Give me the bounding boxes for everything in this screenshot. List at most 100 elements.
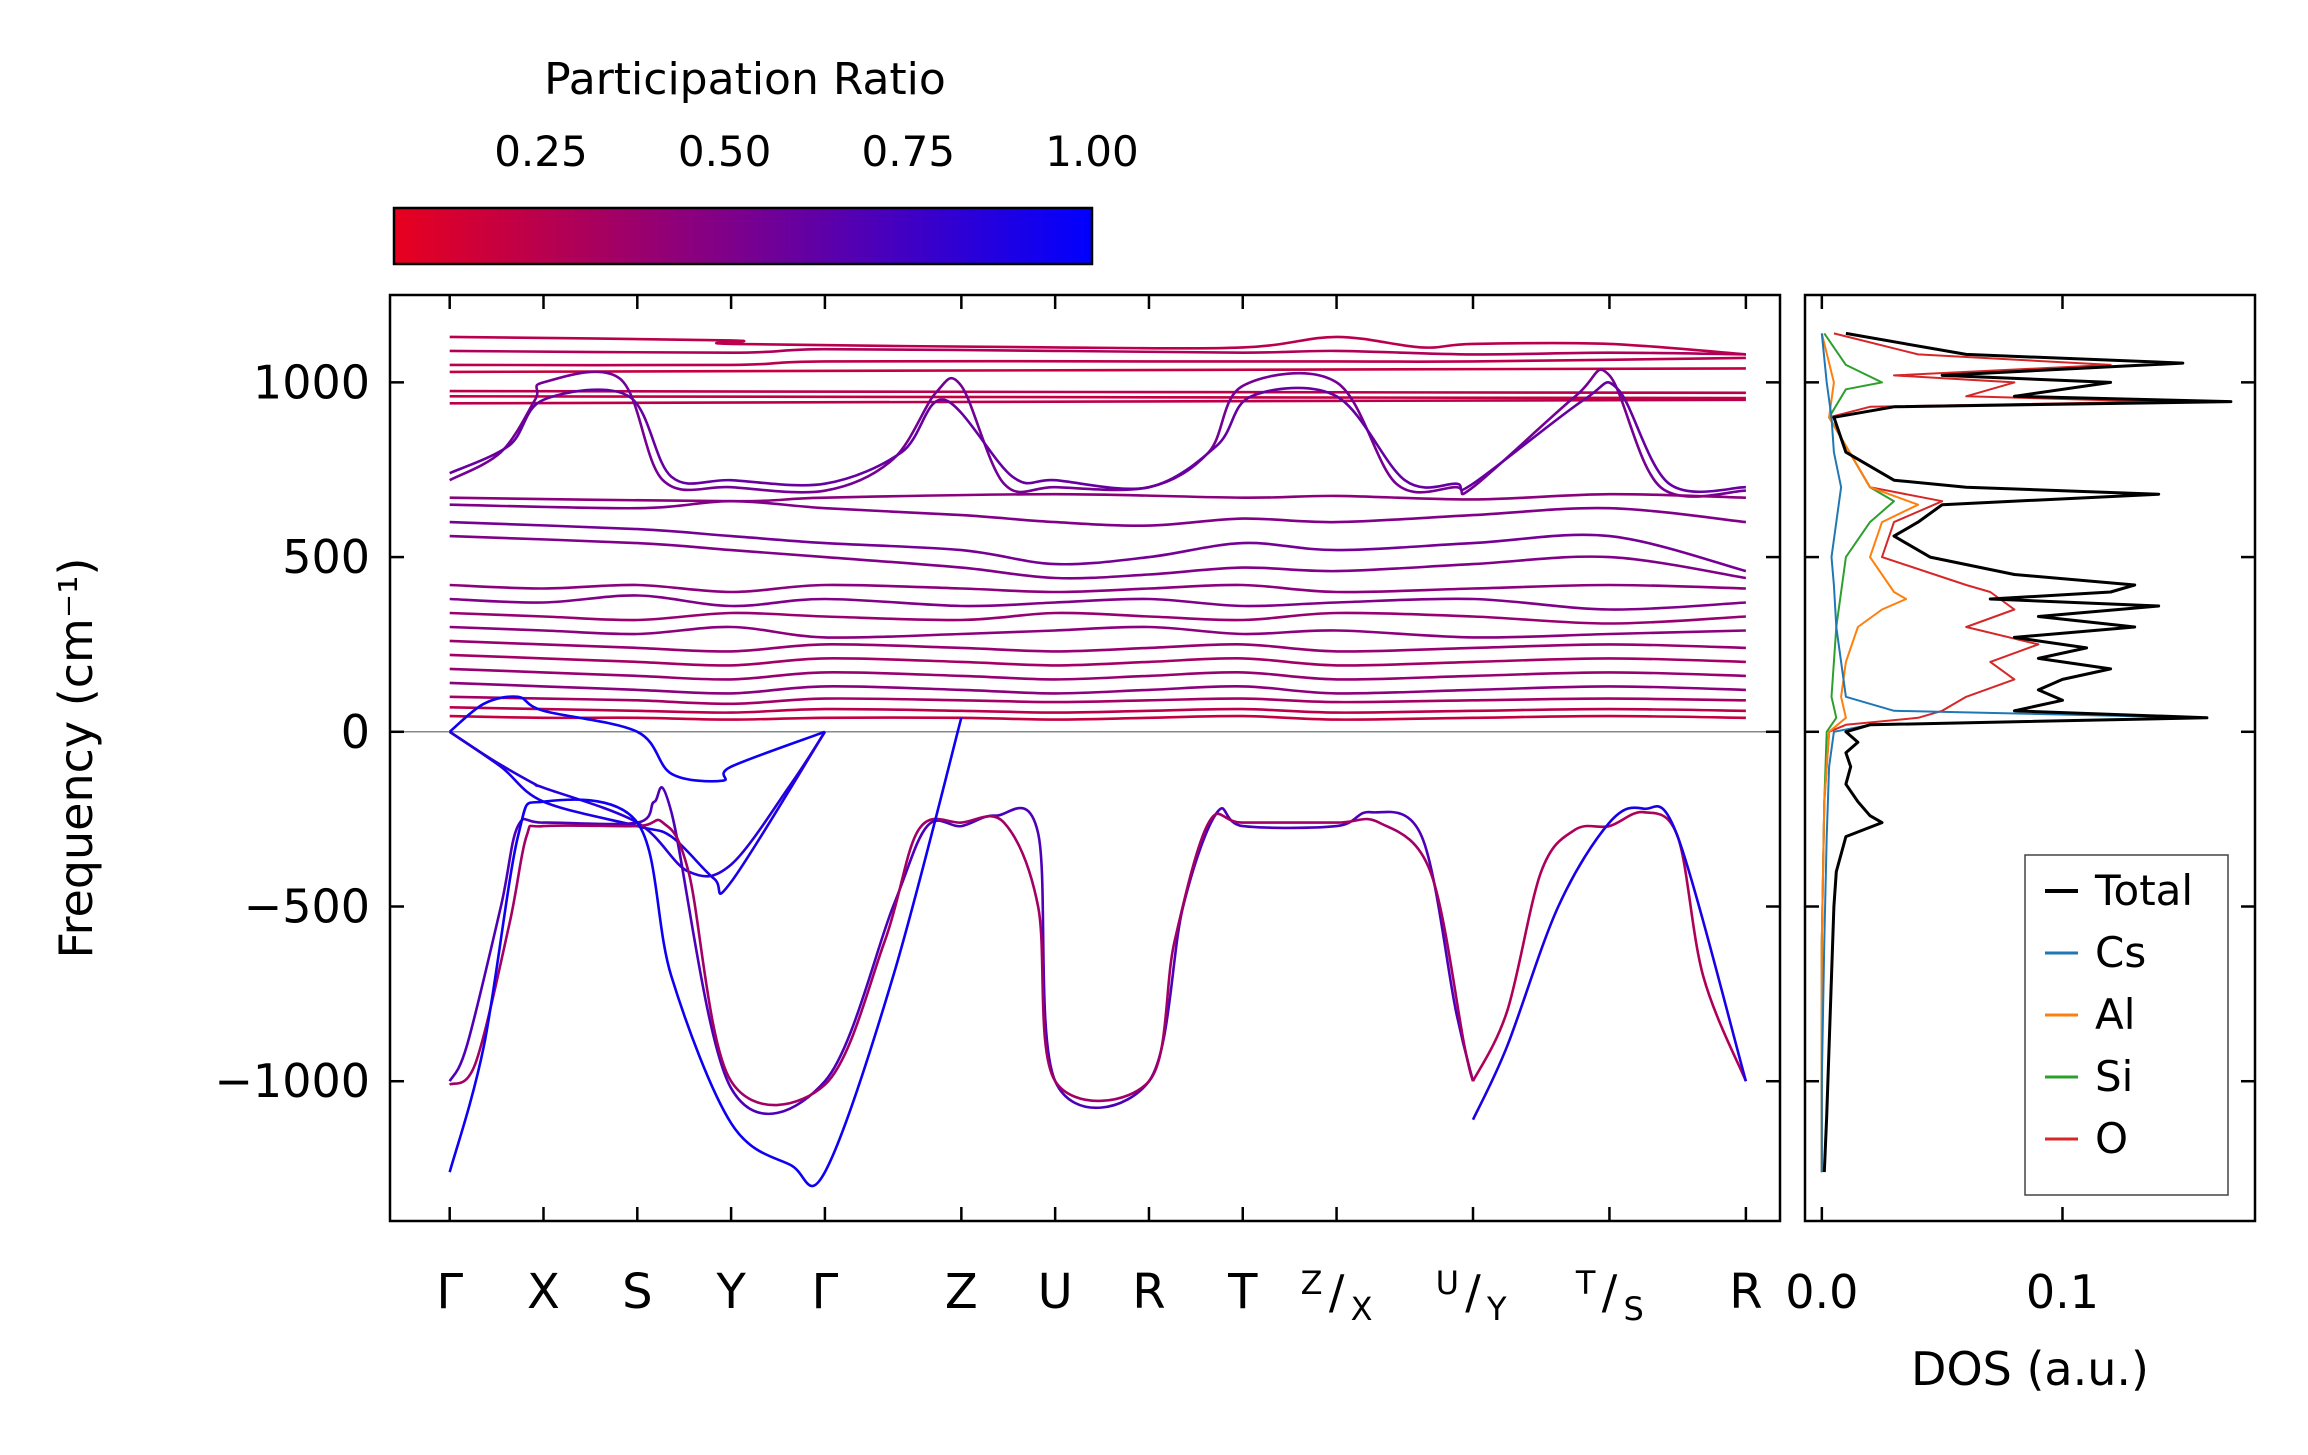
legend-label-total: Total <box>2094 866 2193 915</box>
band-top-band-5 <box>449 389 1746 395</box>
x-tick-label: Y <box>715 1264 746 1320</box>
x-tick-label: T <box>1227 1264 1258 1320</box>
band-y-axis-label: Frequency (cm⁻¹) <box>49 558 103 959</box>
band-mid-band-1 <box>449 492 1746 503</box>
band-acoustic-1 <box>448 730 827 895</box>
y-tick-label: −500 <box>244 880 370 934</box>
band-low-band-4 <box>449 625 1746 639</box>
legend-entries: Total Cs Al Si O <box>2045 866 2193 1163</box>
band-mid-band-2 <box>449 499 1747 527</box>
legend-label-cs: Cs <box>2095 928 2146 977</box>
x-tick-label: U / Y <box>1436 1264 1507 1328</box>
dos-curve-cs <box>1820 333 2208 1173</box>
dos-curve-total <box>1822 331 2233 1173</box>
band-top-band-6 <box>449 395 1746 400</box>
x-tick-label-text: R <box>1132 1264 1165 1320</box>
band-soft-2 <box>448 812 1475 1107</box>
x-tick-label-bottom: S <box>1623 1290 1643 1328</box>
legend-label-si: Si <box>2095 1052 2133 1101</box>
x-tick-label-text: T <box>1227 1264 1258 1320</box>
dos-legend: Total Cs Al Si O <box>2024 854 2229 1196</box>
colorbar-label: Participation Ratio <box>544 54 946 105</box>
dos-curve-si <box>1820 332 1895 1173</box>
x-tick-label: S <box>622 1264 652 1320</box>
legend-label-al: Al <box>2095 990 2135 1039</box>
dos-panel: 0.0 0.1 DOS (a.u.) Total Cs Al Si O <box>1785 293 2257 1396</box>
dos-curves <box>1820 331 2233 1173</box>
x-tick-label: X <box>527 1264 560 1320</box>
band-plot-frame <box>388 293 1782 1223</box>
band-acoustic-2 <box>448 730 826 878</box>
x-tick-label-text: Z <box>945 1264 978 1320</box>
x-tick-label-text: R <box>1729 1264 1762 1320</box>
band-acoustic-3 <box>448 695 826 783</box>
band-top-band-4 <box>449 367 1746 374</box>
dos-curve-o <box>1820 332 2160 1173</box>
dos-x-tick-label: 0.1 <box>2026 1265 2099 1319</box>
x-tick-label: Z <box>945 1264 978 1320</box>
band-top-band-7 <box>449 398 1746 405</box>
band-low-band-3 <box>449 611 1746 625</box>
y-tick-label: 0 <box>341 705 370 759</box>
band-low-band-9 <box>449 695 1746 706</box>
x-tick-label-text: U <box>1038 1264 1073 1320</box>
x-tick-label-text: S <box>622 1264 652 1320</box>
band-low-band-11 <box>449 714 1746 721</box>
dos-curve-al <box>1820 333 1920 1173</box>
x-tick-label: Γ <box>812 1264 839 1320</box>
band-top-band-2 <box>449 347 1746 356</box>
band-y-axis: 1000 500 0 −500 −1000 <box>214 355 1780 1108</box>
dos-x-axis-label: DOS (a.u.) <box>1911 1342 2149 1396</box>
band-hump-band-1 <box>449 368 1746 498</box>
band-low-band-10 <box>449 706 1746 714</box>
band-top-band-3 <box>449 356 1746 367</box>
x-tick-label-top: U <box>1436 1264 1459 1302</box>
x-tick-label: R <box>1132 1264 1165 1320</box>
band-low-band-5 <box>449 639 1746 653</box>
band-hump-band-2 <box>449 381 1746 494</box>
band-soft-3 <box>1471 810 1748 1082</box>
band-low-band-1 <box>449 583 1746 594</box>
band-deep-1 <box>448 717 963 1188</box>
y-tick-label: −1000 <box>214 1054 370 1108</box>
y-tick-label: 500 <box>282 530 370 584</box>
x-tick-label-text: X <box>527 1264 560 1320</box>
x-tick-label: Γ <box>436 1264 463 1320</box>
band-mid-band-4 <box>449 534 1747 580</box>
band-deep-2 <box>1471 805 1748 1121</box>
colorbar-tick-label: 0.50 <box>678 127 772 176</box>
colorbar-tick-label: 0.25 <box>494 127 588 176</box>
x-tick-label-top: T <box>1575 1264 1596 1302</box>
x-tick-label: T / S <box>1575 1264 1644 1328</box>
dos-x-tick-label: 0.0 <box>1785 1265 1858 1319</box>
band-low-band-7 <box>449 667 1746 681</box>
x-tick-label-text: Y <box>715 1264 746 1320</box>
band-x-axis: Γ X S Y Γ Z U R T Z / XU / YT / S R <box>436 295 1763 1328</box>
phonon-bands <box>448 335 1748 1188</box>
band-low-band-2 <box>449 594 1746 611</box>
dos-y-ticks <box>1805 381 2255 1083</box>
x-tick-label-bottom: X <box>1351 1290 1373 1328</box>
legend-label-o: O <box>2095 1114 2128 1163</box>
band-soft-1 <box>448 786 1475 1116</box>
x-tick-label: Z / X <box>1301 1264 1373 1328</box>
x-tick-label-separator: / <box>1329 1265 1345 1319</box>
dos-x-axis: 0.0 0.1 <box>1785 295 2099 1319</box>
colorbar-tick-label: 0.75 <box>862 127 956 176</box>
x-tick-label-separator: / <box>1465 1265 1481 1319</box>
dos-plot-frame <box>1803 293 2257 1223</box>
colorbar: Participation Ratio 0.25 0.50 0.75 1.00 <box>392 54 1139 266</box>
x-tick-label: R <box>1729 1264 1762 1320</box>
band-low-band-6 <box>449 653 1746 667</box>
x-tick-label-top: Z <box>1301 1264 1323 1302</box>
band-mid-band-3 <box>449 520 1747 573</box>
band-low-band-8 <box>449 681 1746 695</box>
x-tick-label: U <box>1038 1264 1073 1320</box>
x-tick-label-bottom: Y <box>1486 1290 1507 1328</box>
x-tick-label-text: Γ <box>436 1264 463 1320</box>
x-tick-label-separator: / <box>1602 1265 1618 1319</box>
colorbar-gradient <box>392 206 1094 266</box>
band-top-band-1 <box>449 335 1746 356</box>
